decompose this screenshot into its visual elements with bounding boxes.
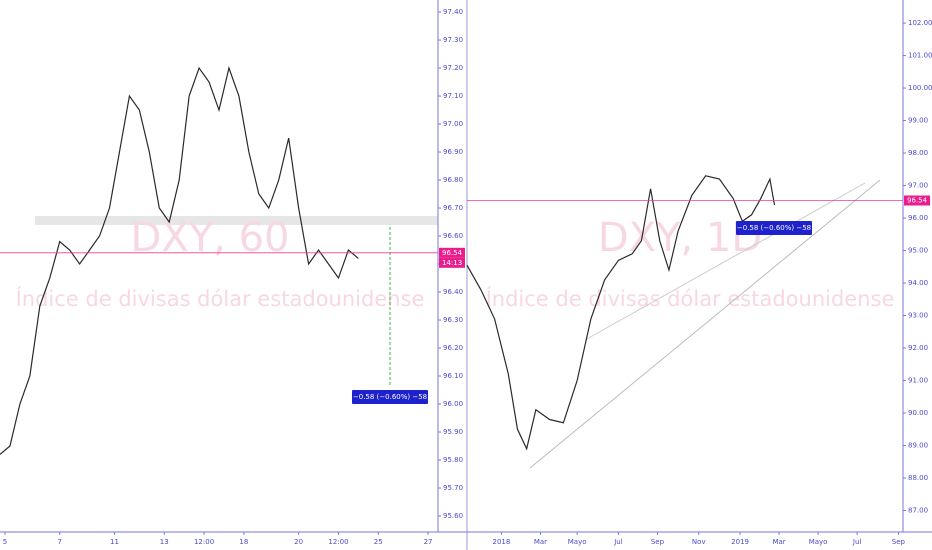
trend-line[interactable] bbox=[529, 179, 881, 469]
y-tick-label: 87.00 bbox=[908, 507, 928, 515]
y-tick-label: 96.40 bbox=[443, 288, 463, 296]
y-tick-label: 98.00 bbox=[908, 149, 928, 157]
y-tick-label: 99.00 bbox=[908, 117, 928, 125]
x-tick-label: Jul bbox=[613, 538, 623, 546]
y-tick-label: 97.00 bbox=[908, 182, 928, 190]
y-tick-label: 97.40 bbox=[443, 8, 463, 16]
countdown-label: 14:13 bbox=[442, 259, 462, 267]
x-tick-label: 7 bbox=[57, 538, 61, 546]
y-tick-label: 94.00 bbox=[908, 279, 928, 287]
x-tick-label: Mayo bbox=[568, 538, 587, 546]
y-tick-label: 97.30 bbox=[443, 36, 463, 44]
y-tick-label: 90.00 bbox=[908, 409, 928, 417]
y-tick-label: 88.00 bbox=[908, 474, 928, 482]
watermark-subtitle: Índice de divisas dólar estadounidense bbox=[486, 286, 895, 311]
y-tick-label: 89.00 bbox=[908, 442, 928, 450]
measure-label: −0.58 (−0.60%) −58 bbox=[737, 224, 811, 232]
measure-label: −0.58 (−0.60%) −58 bbox=[353, 393, 427, 401]
price-badge bbox=[904, 195, 930, 206]
y-tick-label: 100.00 bbox=[908, 84, 932, 92]
measure-box bbox=[352, 390, 428, 404]
x-tick-label: 2018 bbox=[493, 538, 511, 546]
x-tick-label: 27 bbox=[424, 538, 433, 546]
watermark: DXY, 60 bbox=[131, 215, 290, 261]
y-tick-label: 95.60 bbox=[443, 512, 463, 520]
x-tick-label: 18 bbox=[239, 538, 248, 546]
x-tick-label: Sep bbox=[651, 538, 665, 546]
y-tick-label: 97.20 bbox=[443, 64, 463, 72]
y-tick-label: 96.70 bbox=[443, 204, 463, 212]
x-tick-label: 5 bbox=[3, 538, 7, 546]
x-tick-label: Sep bbox=[892, 538, 906, 546]
price-badge-label: 96.54 bbox=[442, 249, 463, 257]
x-tick-label: 2019 bbox=[731, 538, 749, 546]
y-tick-label: 96.00 bbox=[443, 400, 463, 408]
price-line bbox=[466, 175, 776, 451]
y-tick-label: 95.70 bbox=[443, 484, 463, 492]
y-tick-label: 96.80 bbox=[443, 176, 463, 184]
x-tick-label: 13 bbox=[160, 538, 169, 546]
y-tick-label: 93.00 bbox=[908, 312, 928, 320]
x-tick-label: Nov bbox=[692, 538, 706, 546]
price-badge-label: 96.54 bbox=[907, 196, 928, 204]
measure-box bbox=[736, 221, 812, 235]
y-tick-label: 101.00 bbox=[908, 52, 932, 60]
price-badge bbox=[439, 247, 465, 258]
y-tick-label: 91.00 bbox=[908, 377, 928, 385]
x-tick-label: 11 bbox=[110, 538, 119, 546]
y-tick-label: 92.00 bbox=[908, 344, 928, 352]
x-tick-label: 12:00 bbox=[328, 538, 348, 546]
y-tick-label: 97.00 bbox=[443, 120, 463, 128]
x-tick-label: Mar bbox=[772, 538, 785, 546]
price-line bbox=[0, 65, 359, 455]
y-tick-label: 97.10 bbox=[443, 92, 463, 100]
y-tick-label: 95.90 bbox=[443, 428, 463, 436]
x-tick-label: Jul bbox=[852, 538, 862, 546]
y-tick-label: 96.90 bbox=[443, 148, 463, 156]
x-tick-label: 12:00 bbox=[194, 538, 214, 546]
x-tick-label: Mar bbox=[534, 538, 547, 546]
trend-line[interactable] bbox=[584, 182, 866, 341]
countdown-badge bbox=[439, 257, 465, 268]
y-tick-label: 96.20 bbox=[443, 344, 463, 352]
y-tick-label: 96.60 bbox=[443, 232, 463, 240]
y-tick-label: 102.00 bbox=[908, 19, 932, 27]
y-tick-label: 96.10 bbox=[443, 372, 463, 380]
x-tick-label: 25 bbox=[374, 538, 383, 546]
watermark-subtitle: Índice de divisas dólar estadounidense bbox=[16, 286, 425, 311]
watermark: DXY, 1D bbox=[598, 215, 762, 261]
highlight-band bbox=[35, 216, 438, 225]
y-tick-label: 96.30 bbox=[443, 316, 463, 324]
y-tick-label: 96.00 bbox=[908, 214, 928, 222]
x-tick-label: Mayo bbox=[809, 538, 828, 546]
y-tick-label: 95.80 bbox=[443, 456, 463, 464]
x-tick-label: 20 bbox=[294, 538, 303, 546]
y-tick-label: 95.00 bbox=[908, 247, 928, 255]
